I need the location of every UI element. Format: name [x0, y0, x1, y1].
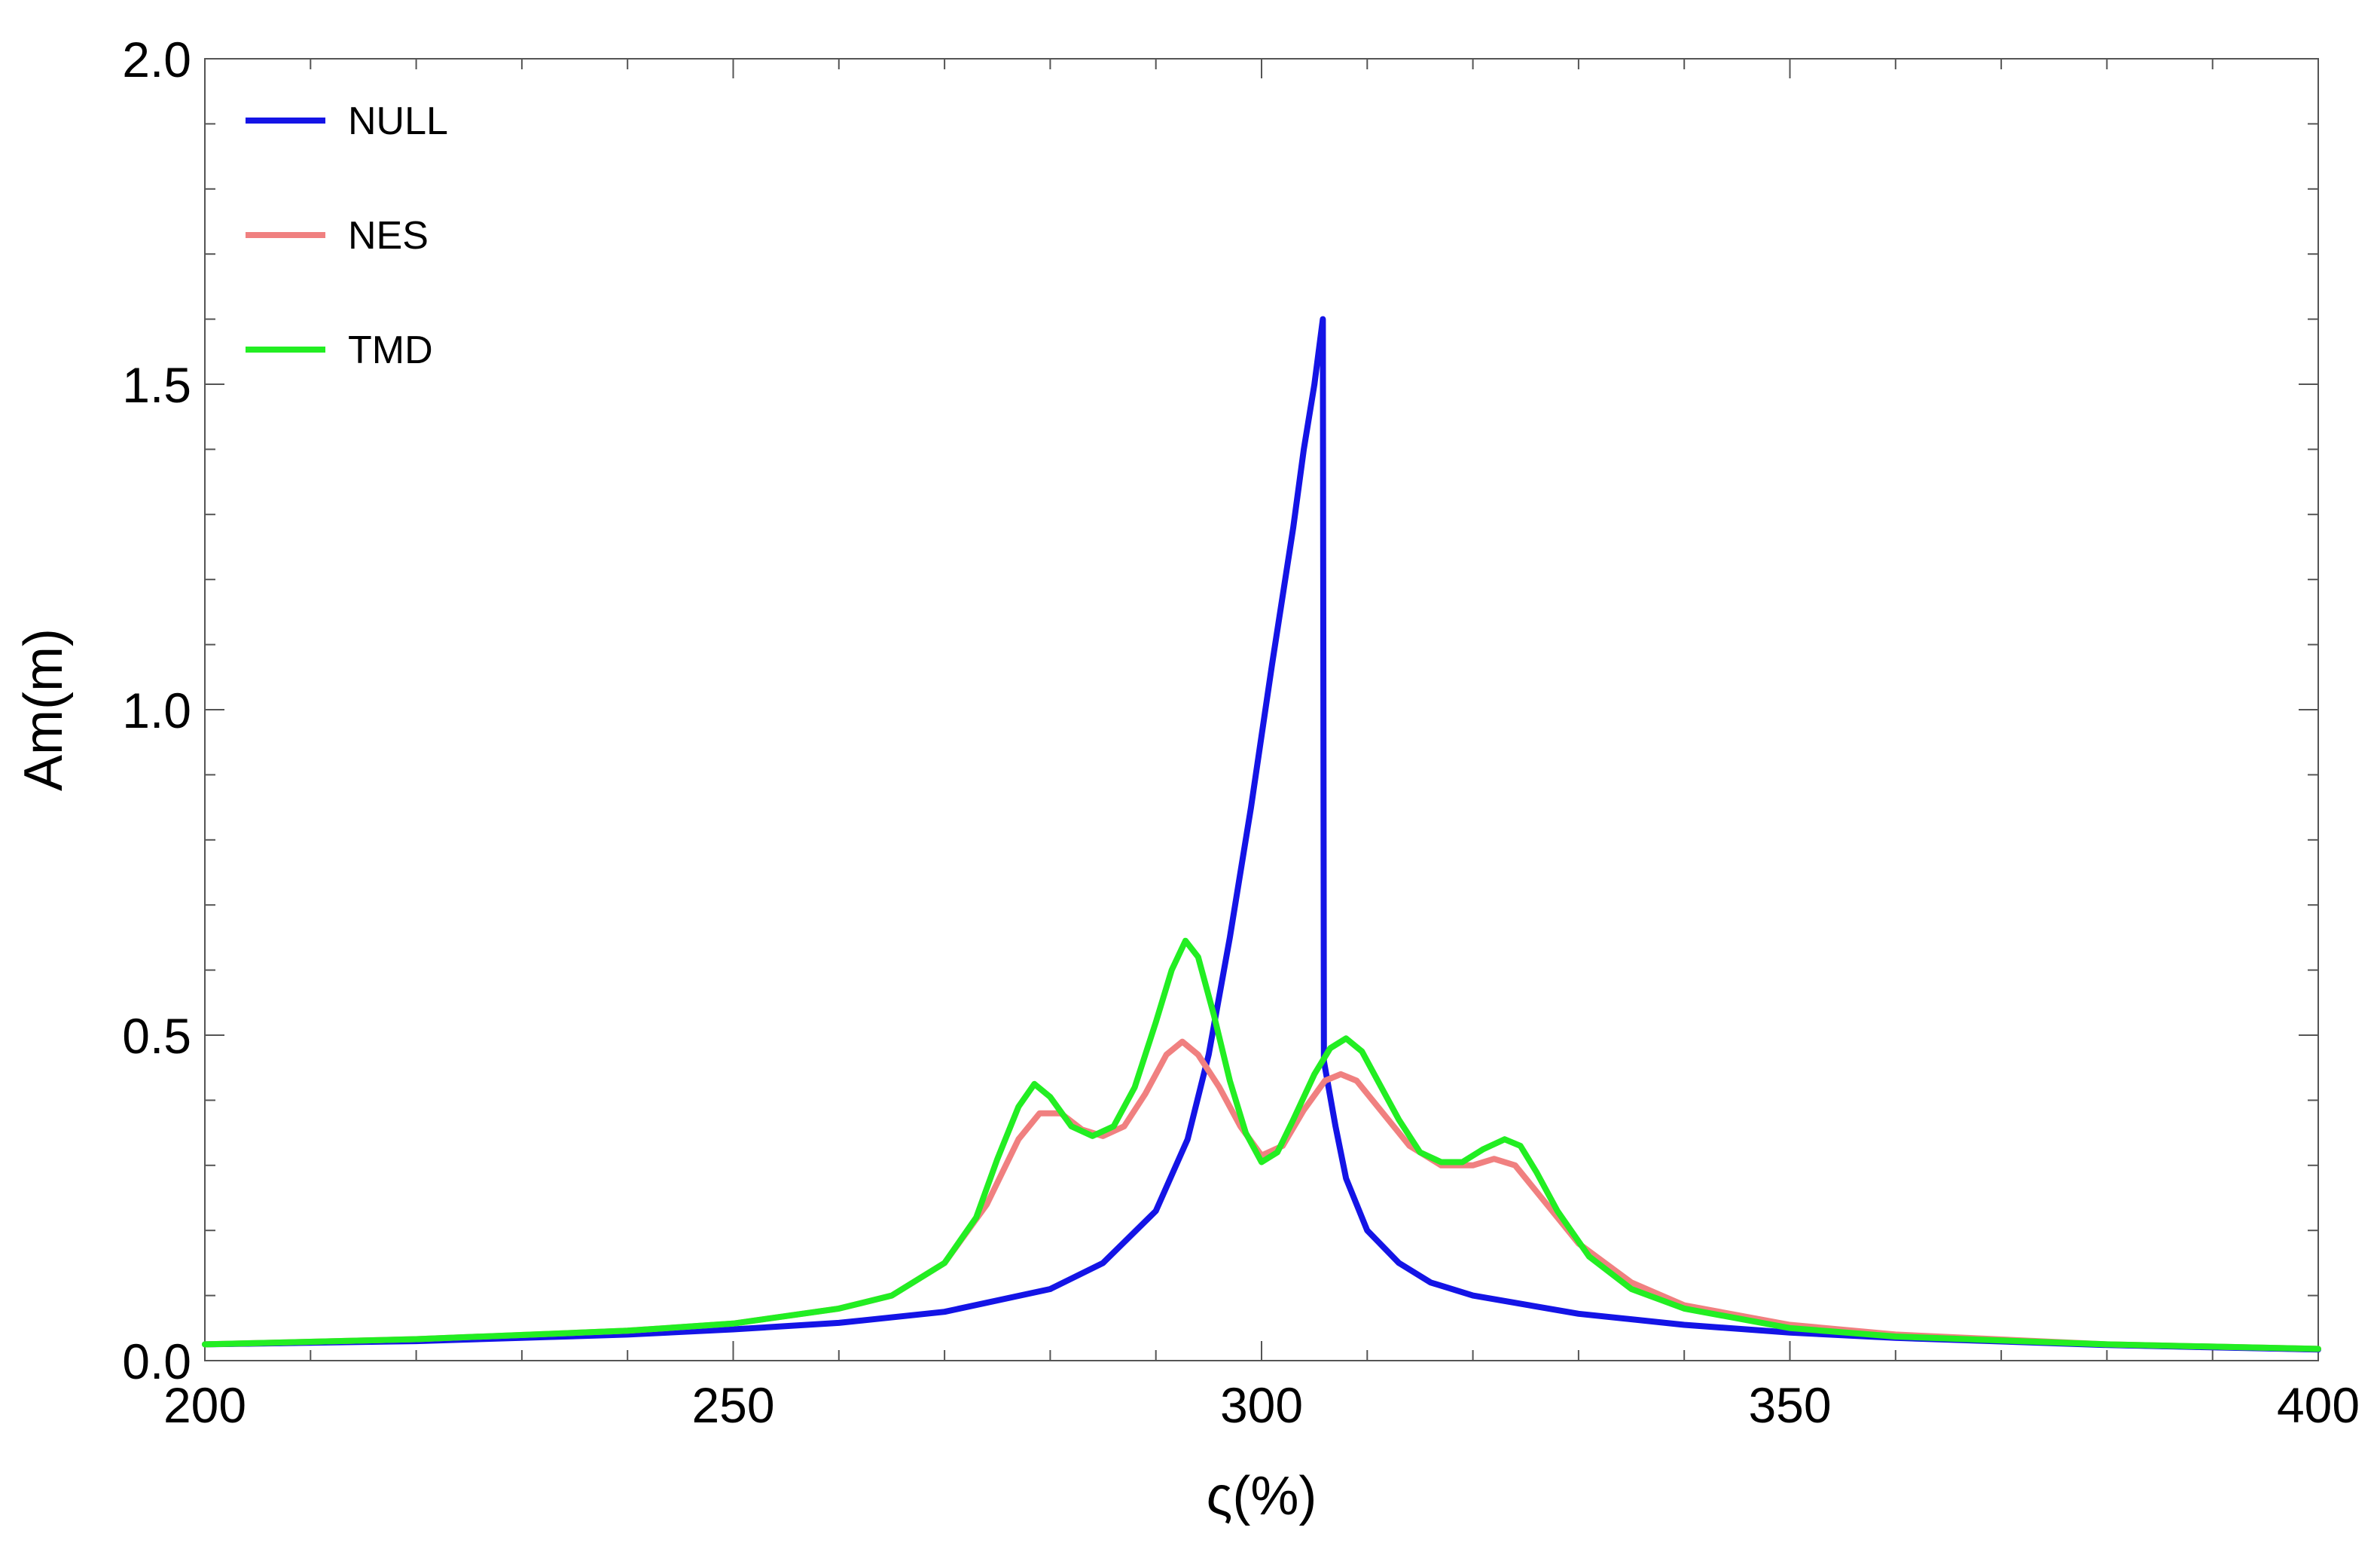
y-tick-label: 1.5	[122, 357, 191, 413]
x-axis-label: ς(%)	[1207, 1466, 1317, 1526]
y-tick-label: 1.0	[122, 683, 191, 738]
x-tick-label: 250	[691, 1377, 774, 1433]
x-tick-label: 300	[1220, 1377, 1303, 1433]
series-line-nes	[202, 1038, 2321, 1352]
y-axis-label: Am(m)	[14, 628, 74, 791]
series-line-null	[202, 316, 2321, 1353]
legend-label-tmd: TMD	[348, 328, 433, 372]
y-tick-label: 0.5	[122, 1008, 191, 1064]
series-line-tmd	[202, 937, 2321, 1352]
x-tick-label: 350	[1748, 1377, 1831, 1433]
y-tick-label: 0.0	[122, 1334, 191, 1389]
legend-label-null: NULL	[348, 99, 448, 143]
legend-label-nes: NES	[348, 214, 429, 258]
x-tick-label: 400	[2277, 1377, 2360, 1433]
plot-frame	[204, 58, 2319, 1361]
x-tick-label: 200	[163, 1377, 246, 1433]
y-tick-label: 2.0	[122, 32, 191, 87]
